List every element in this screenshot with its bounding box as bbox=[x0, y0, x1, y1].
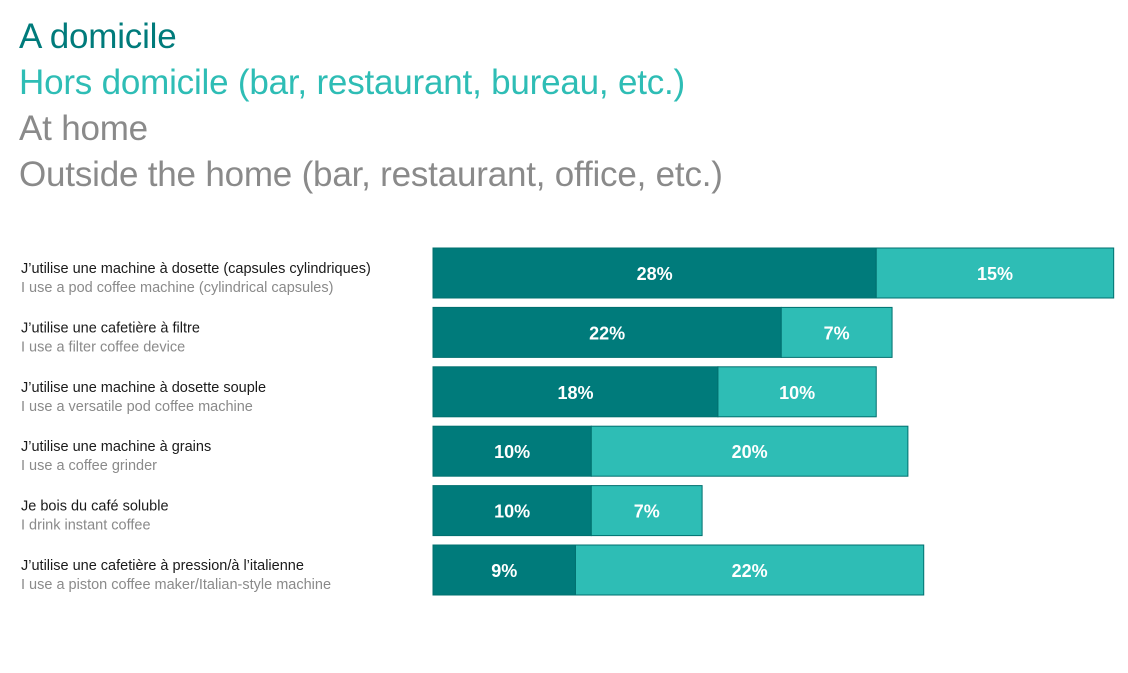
bar-segment-home bbox=[432, 247, 877, 299]
category-label-fr: J’utilise une machine à dosette (capsule… bbox=[21, 261, 371, 277]
legend-outside-en: Outside the home (bar, restaurant, offic… bbox=[19, 155, 723, 194]
bar-segment-home bbox=[432, 544, 576, 596]
legend-home-en: At home bbox=[19, 109, 148, 148]
category-label-fr: J’utilise une cafetière à filtre bbox=[21, 320, 200, 336]
bar-segment-outside bbox=[780, 306, 893, 358]
bar-segment-outside bbox=[875, 247, 1115, 299]
bar-segment-outside bbox=[590, 425, 909, 477]
bar-value-label-outside: 15% bbox=[977, 264, 1013, 284]
legend-home-fr: A domicile bbox=[19, 17, 177, 56]
category-label-fr: Je bois du café soluble bbox=[21, 499, 169, 515]
bar-segment-outside bbox=[590, 485, 703, 537]
bar-value-label-home: 22% bbox=[589, 323, 625, 343]
bar-value-label-outside: 20% bbox=[732, 442, 768, 462]
bar-value-label-outside: 22% bbox=[732, 561, 768, 581]
category-labels: J’utilise une machine à dosette (capsule… bbox=[21, 261, 371, 593]
bar-value-label-home: 10% bbox=[494, 442, 530, 462]
bars bbox=[432, 247, 1115, 596]
category-label-en: I use a piston coffee maker/Italian-styl… bbox=[21, 577, 331, 593]
bar-value-label-home: 28% bbox=[637, 264, 673, 284]
category-label-en: I use a pod coffee machine (cylindrical … bbox=[21, 280, 333, 296]
category-label-fr: J’utilise une cafetière à pression/à l’i… bbox=[21, 558, 304, 574]
category-label-en: I use a filter coffee device bbox=[21, 339, 185, 355]
bar-value-label-home: 10% bbox=[494, 502, 530, 522]
bar-value-label-home: 18% bbox=[557, 383, 593, 403]
bar-value-label-home: 9% bbox=[491, 561, 517, 581]
category-label-en: I use a versatile pod coffee machine bbox=[21, 399, 253, 415]
bar-value-label-outside: 7% bbox=[634, 502, 660, 522]
category-label-en: I use a coffee grinder bbox=[21, 458, 157, 474]
category-label-fr: J’utilise une machine à dosette souple bbox=[21, 380, 266, 396]
category-label-en: I drink instant coffee bbox=[21, 518, 151, 534]
bar-segment-home bbox=[432, 485, 592, 537]
bar-value-label-outside: 10% bbox=[779, 383, 815, 403]
bar-segment-outside bbox=[717, 366, 877, 418]
bar-segment-outside bbox=[574, 544, 925, 596]
bar-value-labels: 28% 15% 22% 7% 18% 10% 10% 20% 10% 7% 9% 22% bbox=[491, 264, 1013, 581]
legend-outside-fr: Hors domicile (bar, restaurant, bureau, … bbox=[19, 63, 686, 102]
bar-segment-home bbox=[432, 425, 592, 477]
bar-segment-home bbox=[432, 306, 782, 358]
category-label-fr: J’utilise une machine à grains bbox=[21, 439, 211, 455]
bar-segment-home bbox=[432, 366, 719, 418]
chart-legend: A domicile Hors domicile (bar, restauran… bbox=[19, 14, 723, 198]
bar-value-label-outside: 7% bbox=[824, 323, 850, 343]
